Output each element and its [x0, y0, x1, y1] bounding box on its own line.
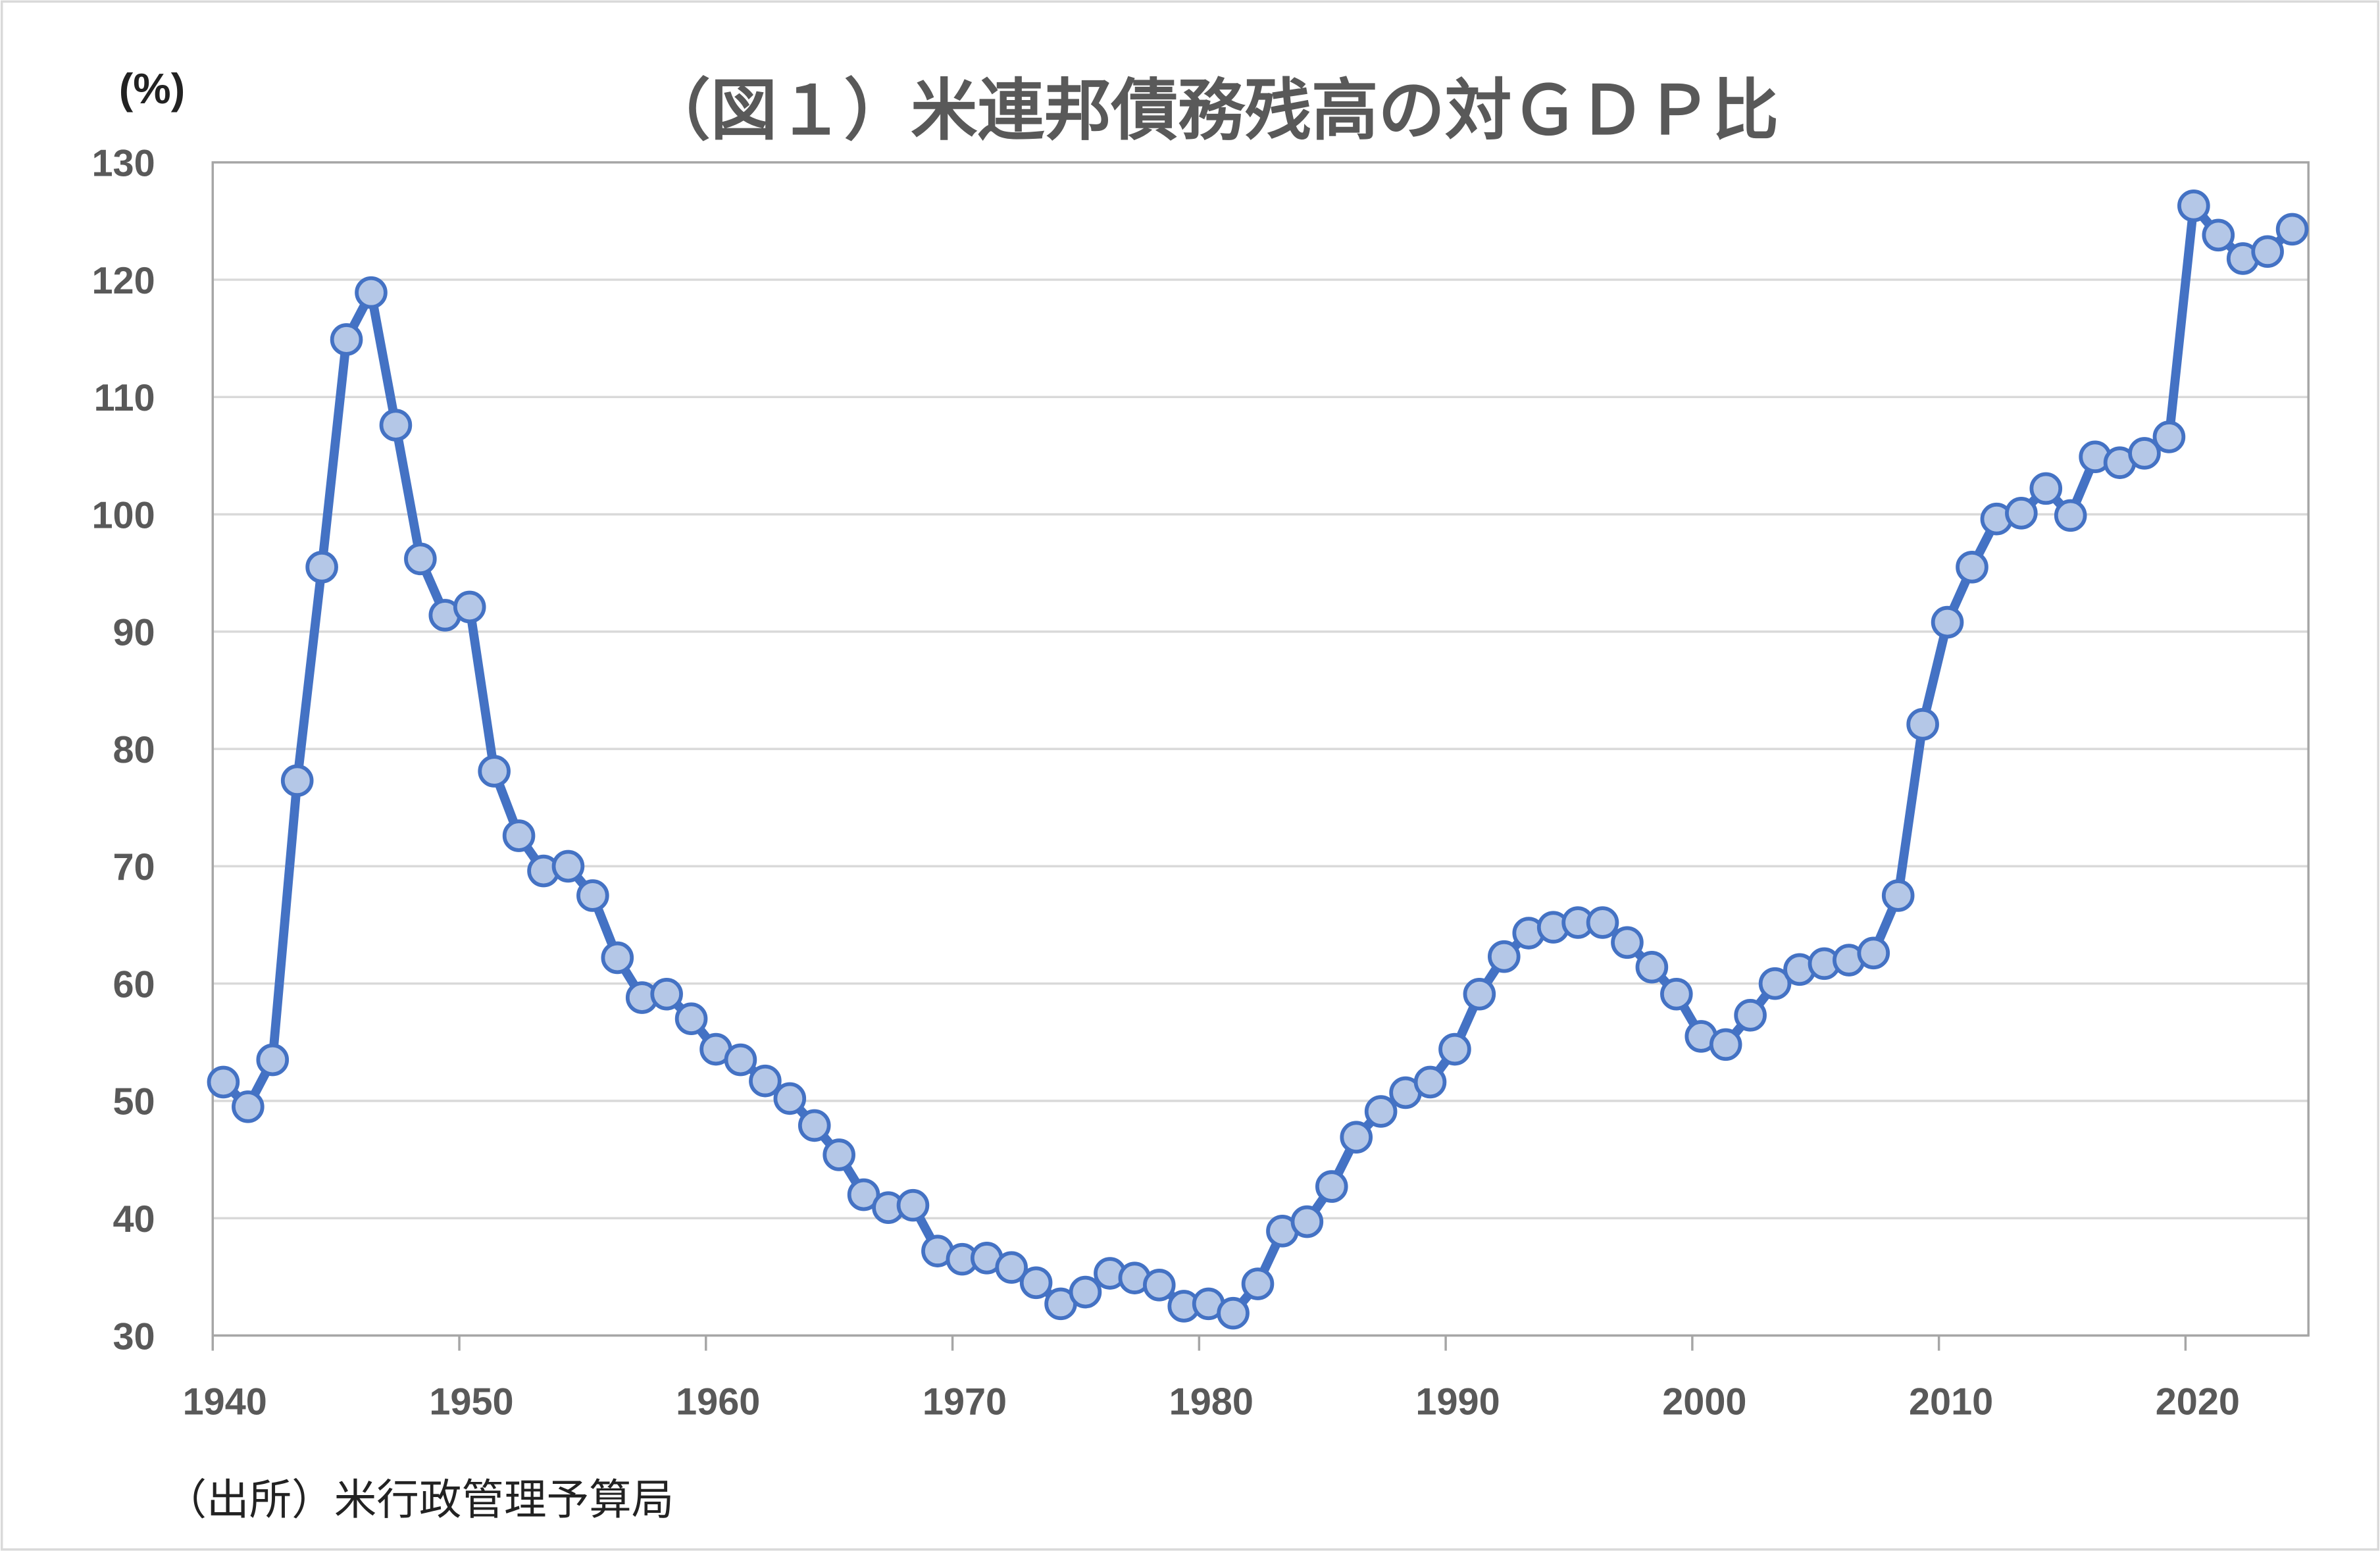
data-point-2015 [2054, 499, 2087, 532]
data-point-1990 [1438, 1032, 1471, 1066]
y-tick-label: 80 [113, 729, 155, 771]
data-point-2007 [1857, 936, 1890, 970]
data-point-1947 [379, 409, 413, 442]
data-point-1991 [1463, 977, 1496, 1011]
data-point-2001 [1709, 1028, 1742, 1061]
data-point-2011 [1956, 551, 1988, 584]
chart-title: （図１）米連邦債務残高の対ＧＤＰ比 [644, 72, 1779, 149]
x-tick-label: 1990 [1415, 1381, 1500, 1423]
x-tick-label: 2020 [2156, 1381, 2240, 1423]
data-point-1997 [1611, 926, 1644, 959]
plot-area [211, 161, 2310, 1337]
data-point-1961 [724, 1043, 757, 1077]
data-point-2021 [2202, 218, 2235, 252]
y-tick-label: 110 [94, 377, 155, 419]
data-point-1985 [1315, 1170, 1348, 1203]
data-point-1973 [1019, 1266, 1053, 1300]
data-point-1964 [798, 1109, 831, 1142]
data-point-2020 [2177, 189, 2210, 222]
y-tick-label: 120 [91, 260, 155, 302]
data-point-2010 [1931, 605, 1964, 639]
data-point-1984 [1290, 1205, 1324, 1238]
data-point-1952 [502, 819, 536, 852]
data-point-1989 [1413, 1065, 1447, 1099]
data-point-1946 [355, 276, 388, 309]
x-tick-label: 2010 [1909, 1381, 1993, 1423]
data-point-1950 [453, 590, 486, 624]
data-point-1956 [601, 941, 634, 975]
data-point-1940 [207, 1065, 240, 1099]
y-tick-label: 70 [113, 846, 155, 888]
data-point-1958 [650, 977, 683, 1011]
data-point-1963 [773, 1082, 807, 1115]
data-point-1962 [749, 1064, 782, 1098]
data-point-1992 [1488, 940, 1521, 973]
data-point-1982 [1241, 1267, 1275, 1300]
x-tick-label: 1980 [1169, 1381, 1253, 1423]
data-point-1941 [232, 1090, 265, 1123]
y-tick-label: 90 [113, 612, 155, 654]
data-point-1972 [995, 1251, 1028, 1284]
y-tick-label: 50 [113, 1081, 155, 1123]
data-point-1951 [478, 755, 511, 788]
x-tick-label: 1970 [923, 1381, 1007, 1423]
data-point-2023 [2251, 235, 2284, 268]
data-point-1986 [1340, 1121, 1373, 1154]
x-tick-label: 1940 [183, 1381, 267, 1423]
x-tick-label: 1950 [429, 1381, 513, 1423]
data-point-2019 [2152, 420, 2186, 453]
y-tick-label: 100 [91, 494, 155, 536]
data-point-2003 [1758, 967, 1792, 1000]
data-point-2018 [2128, 437, 2161, 470]
data-point-2009 [1906, 707, 1939, 741]
data-point-1987 [1364, 1095, 1398, 1128]
data-point-1944 [305, 551, 338, 584]
data-point-1966 [847, 1178, 880, 1211]
source-note: （出所）米行政管理予算局 [164, 1476, 674, 1525]
x-tick-label: 2000 [1662, 1381, 1746, 1423]
y-tick-label: 30 [113, 1315, 155, 1358]
y-axis-unit: (%) [119, 65, 185, 113]
data-point-1981 [1217, 1296, 1250, 1330]
data-point-2013 [2005, 497, 2038, 530]
y-tick-label: 130 [91, 143, 155, 185]
y-tick-label: 60 [113, 963, 155, 1005]
data-point-1998 [1635, 950, 1669, 984]
data-point-2002 [1734, 999, 1767, 1032]
data-point-1978 [1142, 1269, 1176, 1302]
data-point-1942 [256, 1043, 290, 1077]
data-point-1996 [1586, 906, 1619, 939]
data-point-2008 [1881, 879, 1915, 912]
data-point-1948 [404, 542, 437, 576]
data-point-1943 [280, 764, 314, 798]
data-point-2014 [2029, 472, 2063, 505]
data-point-1955 [576, 879, 609, 912]
data-point-1954 [551, 850, 585, 883]
y-tick-label: 40 [113, 1198, 155, 1240]
data-point-1999 [1660, 977, 1693, 1011]
data-point-1965 [823, 1138, 855, 1171]
data-point-1968 [896, 1188, 930, 1222]
data-point-2024 [2275, 213, 2309, 246]
x-tick-label: 1960 [676, 1381, 760, 1423]
data-point-1975 [1069, 1275, 1102, 1309]
data-point-1959 [674, 1002, 708, 1035]
data-point-1945 [330, 323, 363, 356]
